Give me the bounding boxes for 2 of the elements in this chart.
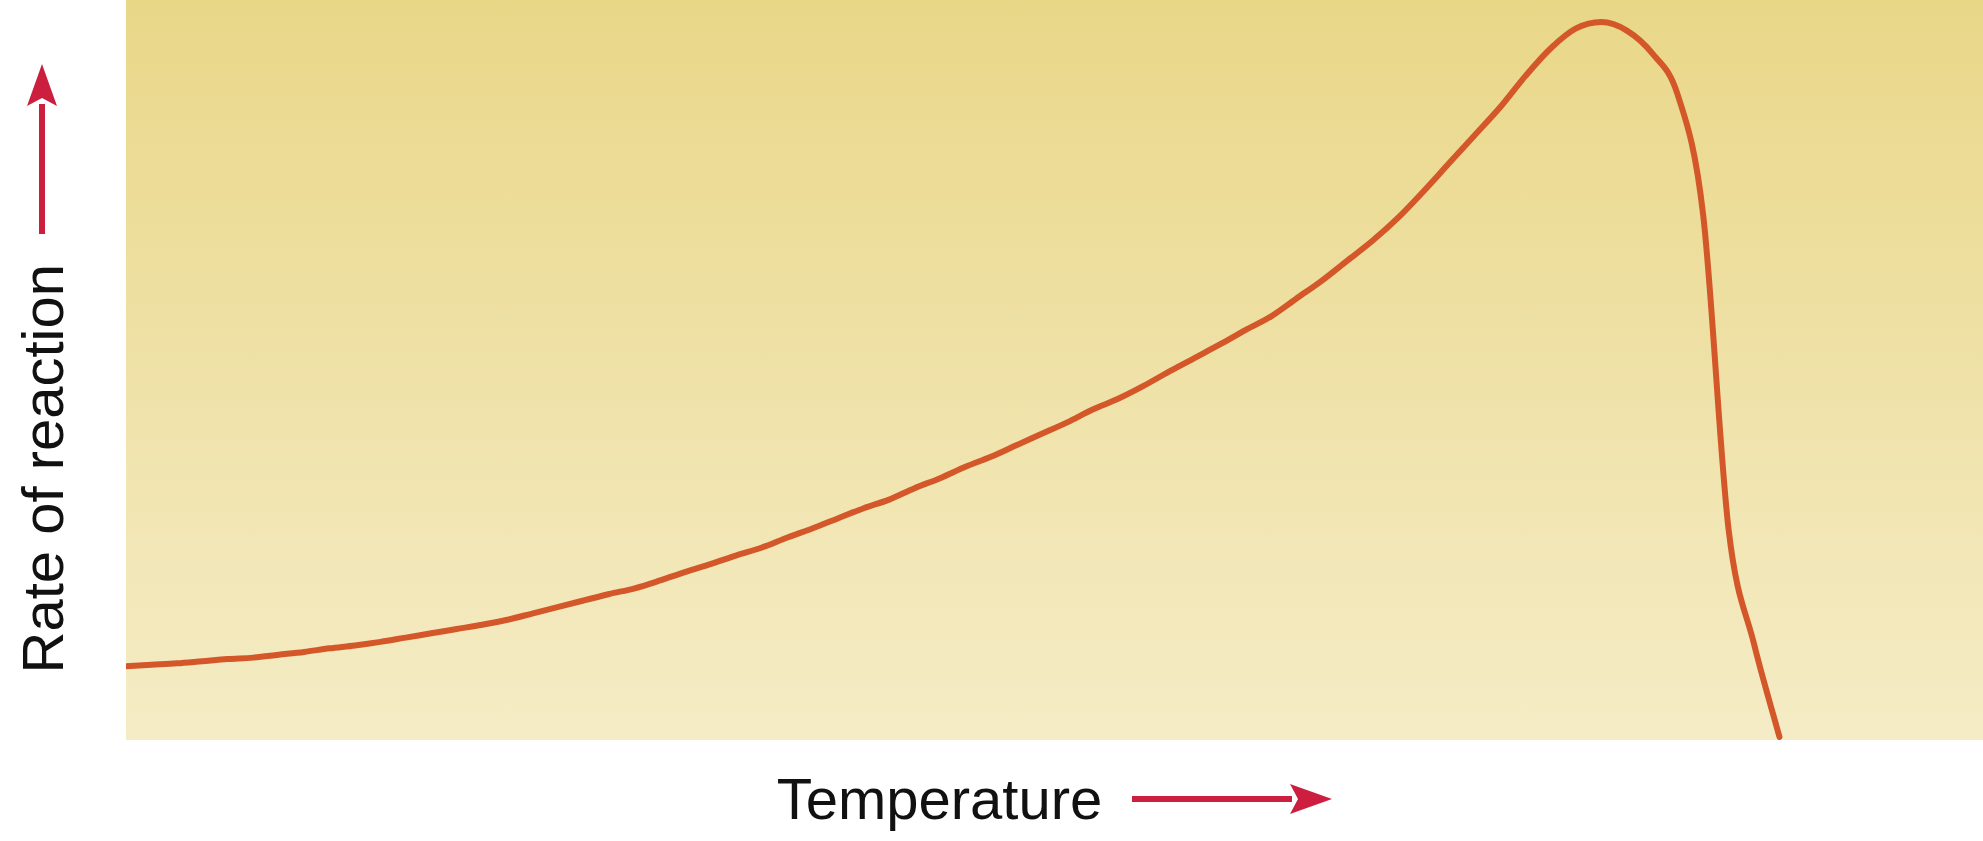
x-axis-title: Temperature <box>776 765 1103 832</box>
y-axis-title: Rate of reaction <box>8 263 76 674</box>
